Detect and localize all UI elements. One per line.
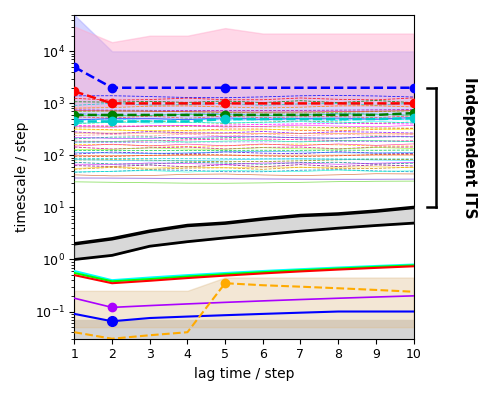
Text: Independent ITS: Independent ITS	[462, 77, 477, 218]
Y-axis label: timescale / step: timescale / step	[15, 122, 29, 232]
X-axis label: lag time / step: lag time / step	[194, 367, 294, 381]
